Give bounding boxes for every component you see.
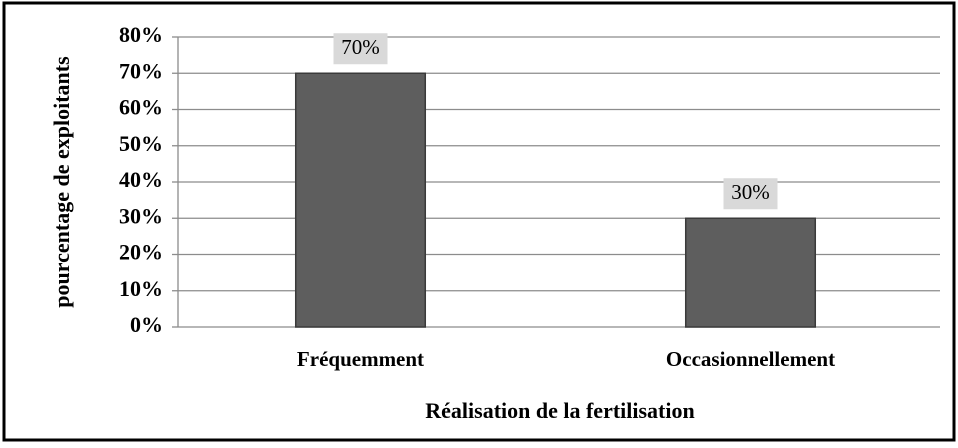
bar [294,72,427,328]
x-tick-label: Occasionnellement [666,347,835,371]
value-label-bg [723,178,778,210]
y-tick-label: 70% [119,58,163,83]
value-label: 30% [731,180,770,204]
y-tick-label: 30% [119,203,163,228]
y-tick-label: 50% [119,131,163,156]
value-label: 70% [341,35,380,59]
y-tick-label: 60% [119,95,163,120]
y-tick-label: 20% [119,240,163,265]
y-tick-label: 0% [130,312,163,337]
y-tick-label: 80% [119,22,163,47]
bar [684,217,817,328]
x-axis-title: Réalisation de la fertilisation [425,398,694,423]
y-tick-label: 10% [119,276,163,301]
value-label-bg [333,33,388,65]
x-tick-label: Fréquemment [297,347,424,371]
y-tick-label: 40% [119,167,163,192]
y-axis-title: pourcentage de exploitants [49,56,74,308]
